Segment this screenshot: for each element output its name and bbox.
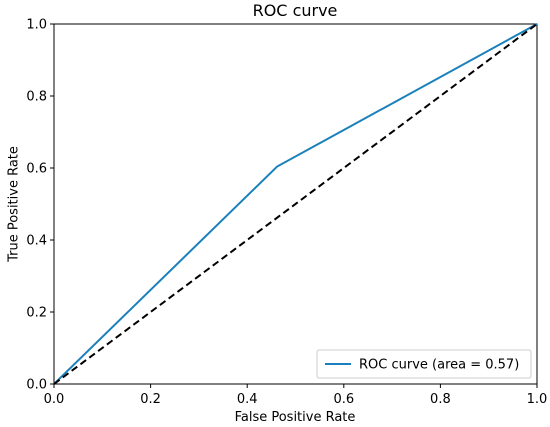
plot-area [53, 23, 538, 385]
legend-box [316, 349, 532, 379]
y-tick-label: 0.6 [26, 162, 47, 177]
y-tick-label: 1.0 [26, 18, 47, 33]
x-tick-label: 1.0 [527, 392, 548, 407]
legend-entry-label: ROC curve (area = 0.57) [359, 358, 519, 373]
plot-frame [53, 23, 538, 385]
y-axis: 0.0 0.2 0.4 0.6 0.8 1.0 [26, 18, 54, 393]
legend: ROC curve (area = 0.57) [316, 349, 532, 379]
x-tick-label: 0.8 [430, 392, 451, 407]
chart-title: ROC curve [253, 1, 338, 20]
series-layer [53, 23, 538, 385]
x-tick-label: 0.2 [140, 392, 161, 407]
y-tick-label: 0.8 [26, 90, 47, 105]
y-axis-label: True Positive Rate [7, 146, 22, 263]
x-axis: 0.0 0.2 0.4 0.6 0.8 1.0 [44, 384, 548, 407]
y-tick-label: 0.2 [26, 306, 47, 321]
x-tick-label: 0.6 [333, 392, 354, 407]
y-tick-label: 0.0 [26, 378, 47, 393]
x-tick-label: 0.4 [237, 392, 258, 407]
x-tick-label: 0.0 [44, 392, 65, 407]
x-axis-label: False Positive Rate [235, 410, 356, 425]
y-tick-label: 0.4 [26, 234, 47, 249]
chance-diagonal-line [53, 23, 538, 385]
roc-curve-line [53, 23, 538, 385]
